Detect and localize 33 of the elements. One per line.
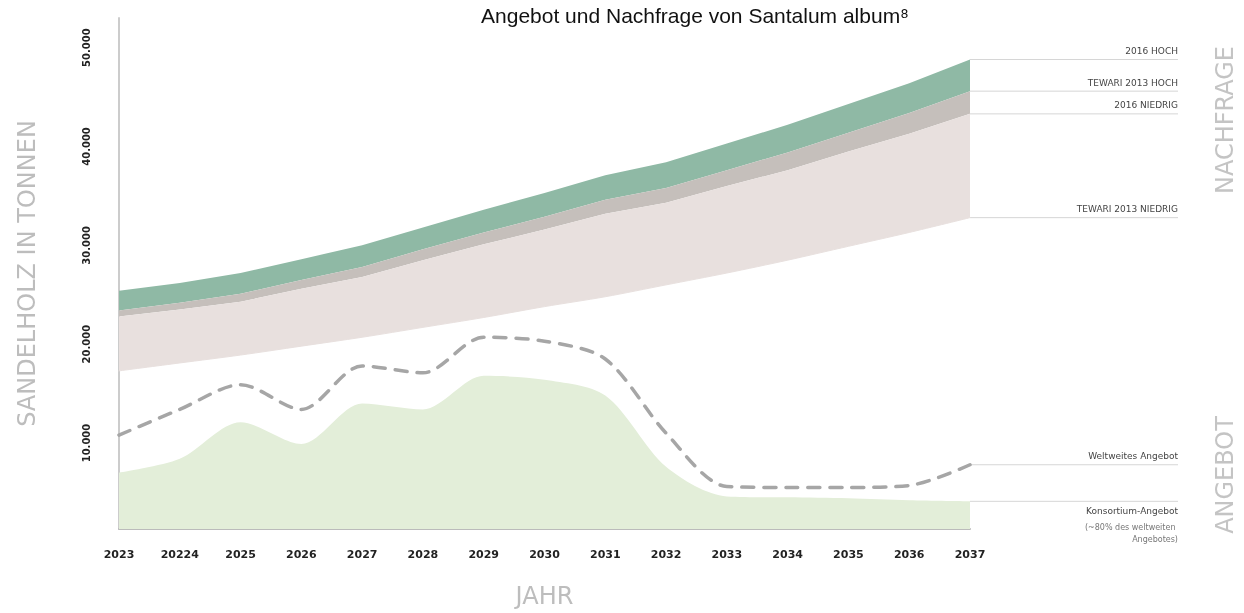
x-tick-label: 2029 <box>468 548 500 561</box>
text: TEWARI 2013 HOCH <box>1086 77 1178 88</box>
line-series <box>117 335 972 490</box>
chart-title: Angebot und Nachfrage von Santalum album⁸ <box>481 4 909 27</box>
y-tick-label: 20.000 <box>80 324 92 364</box>
x-tick-label: 2037 <box>954 548 986 561</box>
y-tick-label: 40.000 <box>80 127 92 166</box>
x-tick-label: 2035 <box>833 548 864 561</box>
x-tick-label: 2033 <box>711 548 743 561</box>
x-tick-label: 2027 <box>346 548 378 561</box>
x-tick-label: 2030 <box>529 548 561 561</box>
x-tick-label: 2036 <box>893 548 925 561</box>
x-tick-label: 2034 <box>772 548 804 561</box>
text: Konsortium-Angebot <box>1086 505 1179 516</box>
text: Weltweites Angebot <box>1088 451 1179 462</box>
x-tick-label: 2025 <box>225 548 256 561</box>
text: TEWARI 2013 NIEDRIG <box>1075 204 1179 215</box>
text: 2016 HOCH <box>1125 46 1178 57</box>
x-tick-label: 2032 <box>650 548 682 561</box>
y-tick-label: 50.000 <box>80 28 92 67</box>
x-tick-label: 2031 <box>589 548 621 561</box>
text: ANGEBOT <box>1211 415 1239 534</box>
text: (~80% des weltweiten Angebotes) <box>1084 522 1178 544</box>
text: NACHFRAGE <box>1211 45 1239 195</box>
y-tick-label: 30.000 <box>80 226 92 265</box>
text: 2016 NIEDRIG <box>1114 100 1179 111</box>
x-tick-label: 2023 <box>103 548 135 561</box>
y-tick-label: 10.000 <box>80 423 92 463</box>
y-axis-title: SANDELHOLZ IN TONNEN <box>13 120 41 427</box>
x-tick-label: 2026 <box>286 548 318 561</box>
x-axis-title: JAHR <box>513 582 574 610</box>
x-tick-label: 20224 <box>160 548 200 561</box>
x-tick-label: 2028 <box>407 548 439 561</box>
